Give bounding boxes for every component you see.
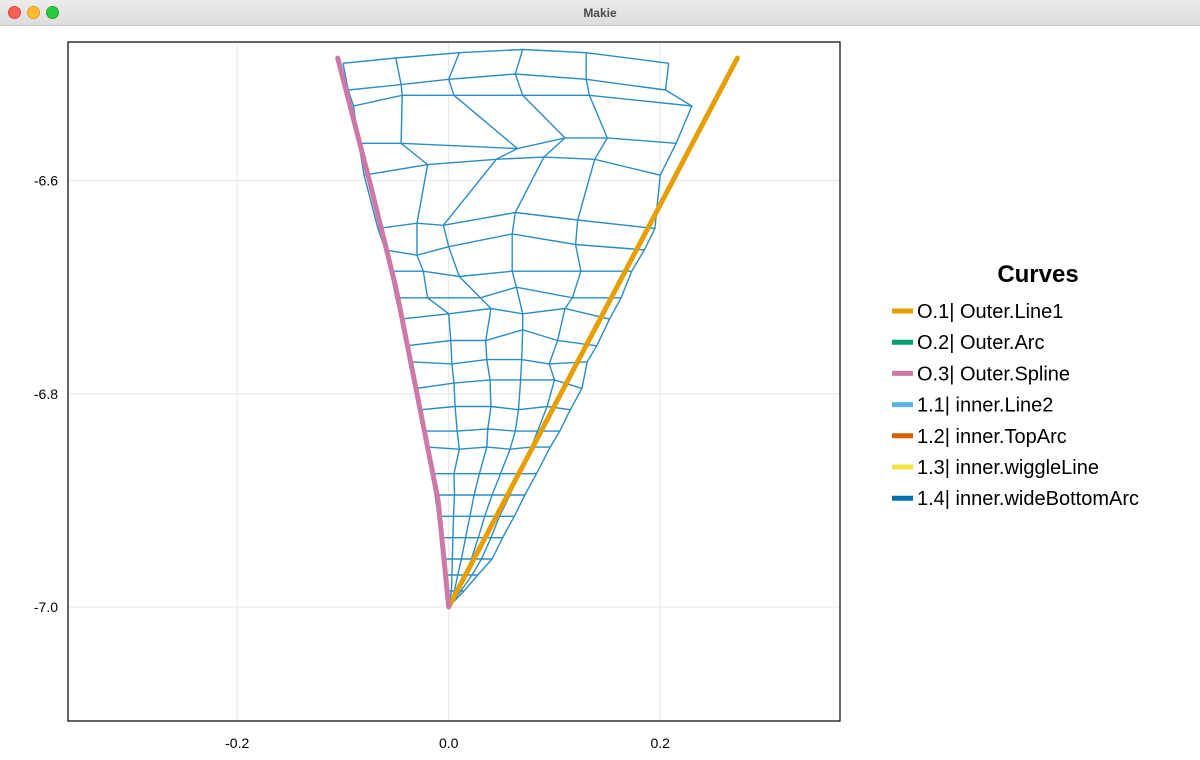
y-tick-label: -7.0	[34, 599, 58, 615]
y-axis-ticks: -6.6 -6.8 -7.0	[34, 173, 58, 615]
legend-label: O.3| Outer.Spline	[917, 363, 1070, 385]
mesh-row-line	[377, 211, 655, 230]
window-maximize-button[interactable]	[46, 6, 59, 19]
mesh-column-line	[442, 52, 519, 608]
mesh-column-line	[448, 63, 693, 608]
mesh-column-line	[448, 52, 609, 608]
legend-title: Curves	[997, 261, 1078, 288]
mesh-row-line	[358, 137, 677, 150]
mesh-row-line	[363, 156, 661, 176]
mesh-row-line	[415, 379, 583, 390]
curve-o-3-outer-spline	[335, 55, 452, 610]
mesh-row-line	[348, 73, 666, 91]
plot-frame	[67, 41, 841, 722]
x-tick-label: 0.2	[650, 735, 670, 751]
legend: Curves O.1| Outer.Line1 O.2| Outer.Arc O.3…	[892, 261, 1139, 510]
mesh-row-line	[410, 358, 588, 365]
window-titlebar: Makie	[0, 0, 1200, 26]
mesh-row-line	[353, 94, 692, 107]
window-minimize-button[interactable]	[27, 6, 40, 19]
mesh-row-line	[395, 286, 622, 299]
mesh-row-line	[342, 48, 669, 64]
legend-label: 1.2| inner.TopArc	[917, 426, 1067, 448]
y-tick-label: -6.6	[34, 173, 58, 189]
legend-label: O.2| Outer.Arc	[917, 332, 1044, 354]
x-tick-label: -0.2	[225, 735, 249, 751]
x-tick-label: 0.0	[439, 735, 459, 751]
legend-label: 1.1| inner.Line2	[917, 395, 1053, 417]
mesh-row-line	[390, 270, 632, 278]
mesh-column-line	[395, 57, 461, 608]
plot-area: -0.2 0.0 0.2 -6.6 -6.8 -7.0	[34, 41, 841, 751]
makie-figure: -0.2 0.0 0.2 -6.6 -6.8 -7.0 Curves O.1| Oute…	[0, 26, 1200, 760]
legend-entries: O.1| Outer.Line1 O.2| Outer.Arc O.3| Outer…	[892, 301, 1139, 510]
mesh-row-line	[385, 233, 645, 256]
window-title: Makie	[583, 6, 617, 20]
legend-label: 1.4| inner.wideBottomArc	[917, 488, 1139, 510]
mesh-row-line	[421, 405, 571, 411]
mesh-row-line	[406, 329, 597, 347]
mesh-column-line	[448, 49, 567, 608]
legend-label: O.1| Outer.Line1	[917, 301, 1063, 323]
window-close-button[interactable]	[8, 6, 21, 19]
x-axis-ticks: -0.2 0.0 0.2	[225, 735, 670, 751]
figure-background	[0, 26, 1200, 760]
curve-o-1-outer-line1	[446, 55, 740, 610]
curves	[335, 55, 740, 610]
legend-label: 1.3| inner.wiggleLine	[917, 457, 1099, 479]
mesh-row-line	[401, 307, 610, 320]
y-tick-label: -6.8	[34, 386, 58, 402]
